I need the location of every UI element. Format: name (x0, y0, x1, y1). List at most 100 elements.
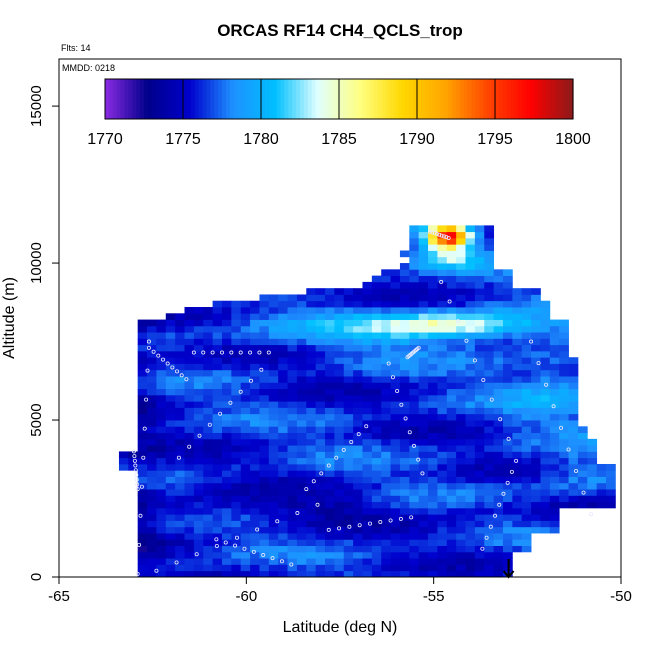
heatmap-cell (147, 463, 157, 471)
down-arrow-icon (502, 559, 515, 579)
heatmap-cell (343, 489, 354, 496)
heatmap-cell (259, 313, 270, 320)
heatmap-cell (428, 376, 438, 383)
heatmap-cell (428, 420, 438, 427)
colorbar-segment (545, 79, 551, 119)
heatmap-cell (465, 489, 476, 496)
heatmap-cell (474, 533, 485, 540)
heatmap-cell (474, 244, 485, 251)
heatmap-cell (587, 489, 598, 496)
heatmap-cell (268, 319, 279, 327)
heatmap-cell (465, 288, 476, 295)
heatmap-cell (559, 338, 569, 346)
heatmap-cell (334, 325, 345, 333)
heatmap-cell (540, 526, 551, 534)
heatmap-cell (428, 237, 438, 245)
heatmap-cell (334, 382, 345, 390)
colorbar-segment (405, 79, 410, 119)
heatmap-cell (193, 482, 204, 490)
heatmap-cell (418, 526, 429, 534)
heatmap-cell (484, 501, 495, 509)
heatmap-cell (390, 489, 401, 496)
colorbar-segment (151, 79, 157, 119)
heatmap-cell (137, 332, 148, 339)
heatmap-cell (240, 526, 251, 534)
heatmap-cell (306, 363, 317, 371)
heatmap-cell (512, 470, 523, 477)
x-tick-label: -60 (235, 588, 257, 605)
heatmap-cell (446, 451, 457, 459)
heatmap-cell (381, 394, 391, 402)
heatmap-cell (343, 558, 354, 565)
heatmap-cell (147, 388, 157, 396)
heatmap-cell (184, 394, 195, 402)
heatmap-cell (381, 457, 391, 465)
heatmap-cell (231, 501, 242, 509)
heatmap-cell (165, 501, 176, 509)
sample-point (304, 487, 309, 492)
heatmap-cell (156, 520, 167, 528)
heatmap-cell (250, 382, 260, 390)
heatmap-cell (418, 457, 429, 465)
heatmap-cell (175, 413, 185, 421)
heatmap-cell (437, 432, 448, 440)
heatmap-cell (596, 463, 607, 471)
heatmap-cell (259, 438, 270, 446)
heatmap-cell (250, 394, 260, 402)
heatmap-cell (296, 463, 307, 471)
heatmap-cell (315, 463, 326, 471)
heatmap-cell (306, 526, 317, 534)
y-tick-label: 15000 (28, 85, 45, 127)
heatmap-cell (531, 514, 541, 521)
heatmap-cell (175, 376, 185, 383)
heatmap-cell (484, 413, 495, 421)
heatmap-cell (474, 275, 485, 283)
heatmap-cell (568, 463, 579, 471)
heatmap-cell (493, 501, 504, 509)
sample-point (472, 358, 477, 363)
heatmap-cell (418, 307, 429, 314)
heatmap-cell (278, 564, 288, 572)
heatmap-cell (418, 432, 429, 440)
heatmap-cell (156, 507, 167, 515)
heatmap-cell (240, 401, 251, 408)
heatmap-cell (287, 338, 298, 346)
heatmap-cell (362, 564, 373, 572)
heatmap-cell (371, 294, 382, 302)
heatmap-cell (549, 401, 560, 408)
heatmap-cell (381, 363, 391, 371)
heatmap-cell (484, 263, 495, 270)
heatmap-cell (184, 501, 195, 509)
heatmap-cell (484, 388, 495, 396)
heatmap-cell (231, 338, 242, 346)
heatmap-cell (203, 338, 214, 346)
heatmap-cell (512, 382, 523, 390)
colorbar-segment (319, 79, 324, 119)
heatmap-cell (446, 269, 457, 277)
heatmap-cell (325, 570, 335, 577)
heatmap-cell (334, 319, 345, 327)
heatmap-cell (334, 558, 345, 565)
heatmap-cell (278, 319, 288, 327)
heatmap-cell (343, 514, 354, 521)
heatmap-cell (484, 394, 495, 402)
heatmap-cell (325, 413, 335, 421)
sample-point (480, 546, 485, 551)
heatmap-cell (315, 526, 326, 534)
heatmap-cell (259, 363, 270, 371)
heatmap-cell (287, 507, 298, 515)
heatmap-cell (231, 520, 242, 528)
heatmap-cell (456, 457, 466, 465)
heatmap-cell (493, 313, 504, 320)
heatmap-cell (428, 332, 438, 339)
heatmap-cell (409, 225, 420, 233)
heatmap-cell (231, 432, 242, 440)
heatmap-cell (549, 344, 560, 352)
heatmap-cell (409, 256, 420, 264)
heatmap-cell (240, 445, 251, 452)
colorbar-segment (467, 79, 473, 119)
heatmap-cell (212, 564, 223, 572)
heatmap-cell (399, 263, 410, 270)
heatmap-cell (484, 426, 495, 433)
heatmap-cell (268, 432, 279, 440)
